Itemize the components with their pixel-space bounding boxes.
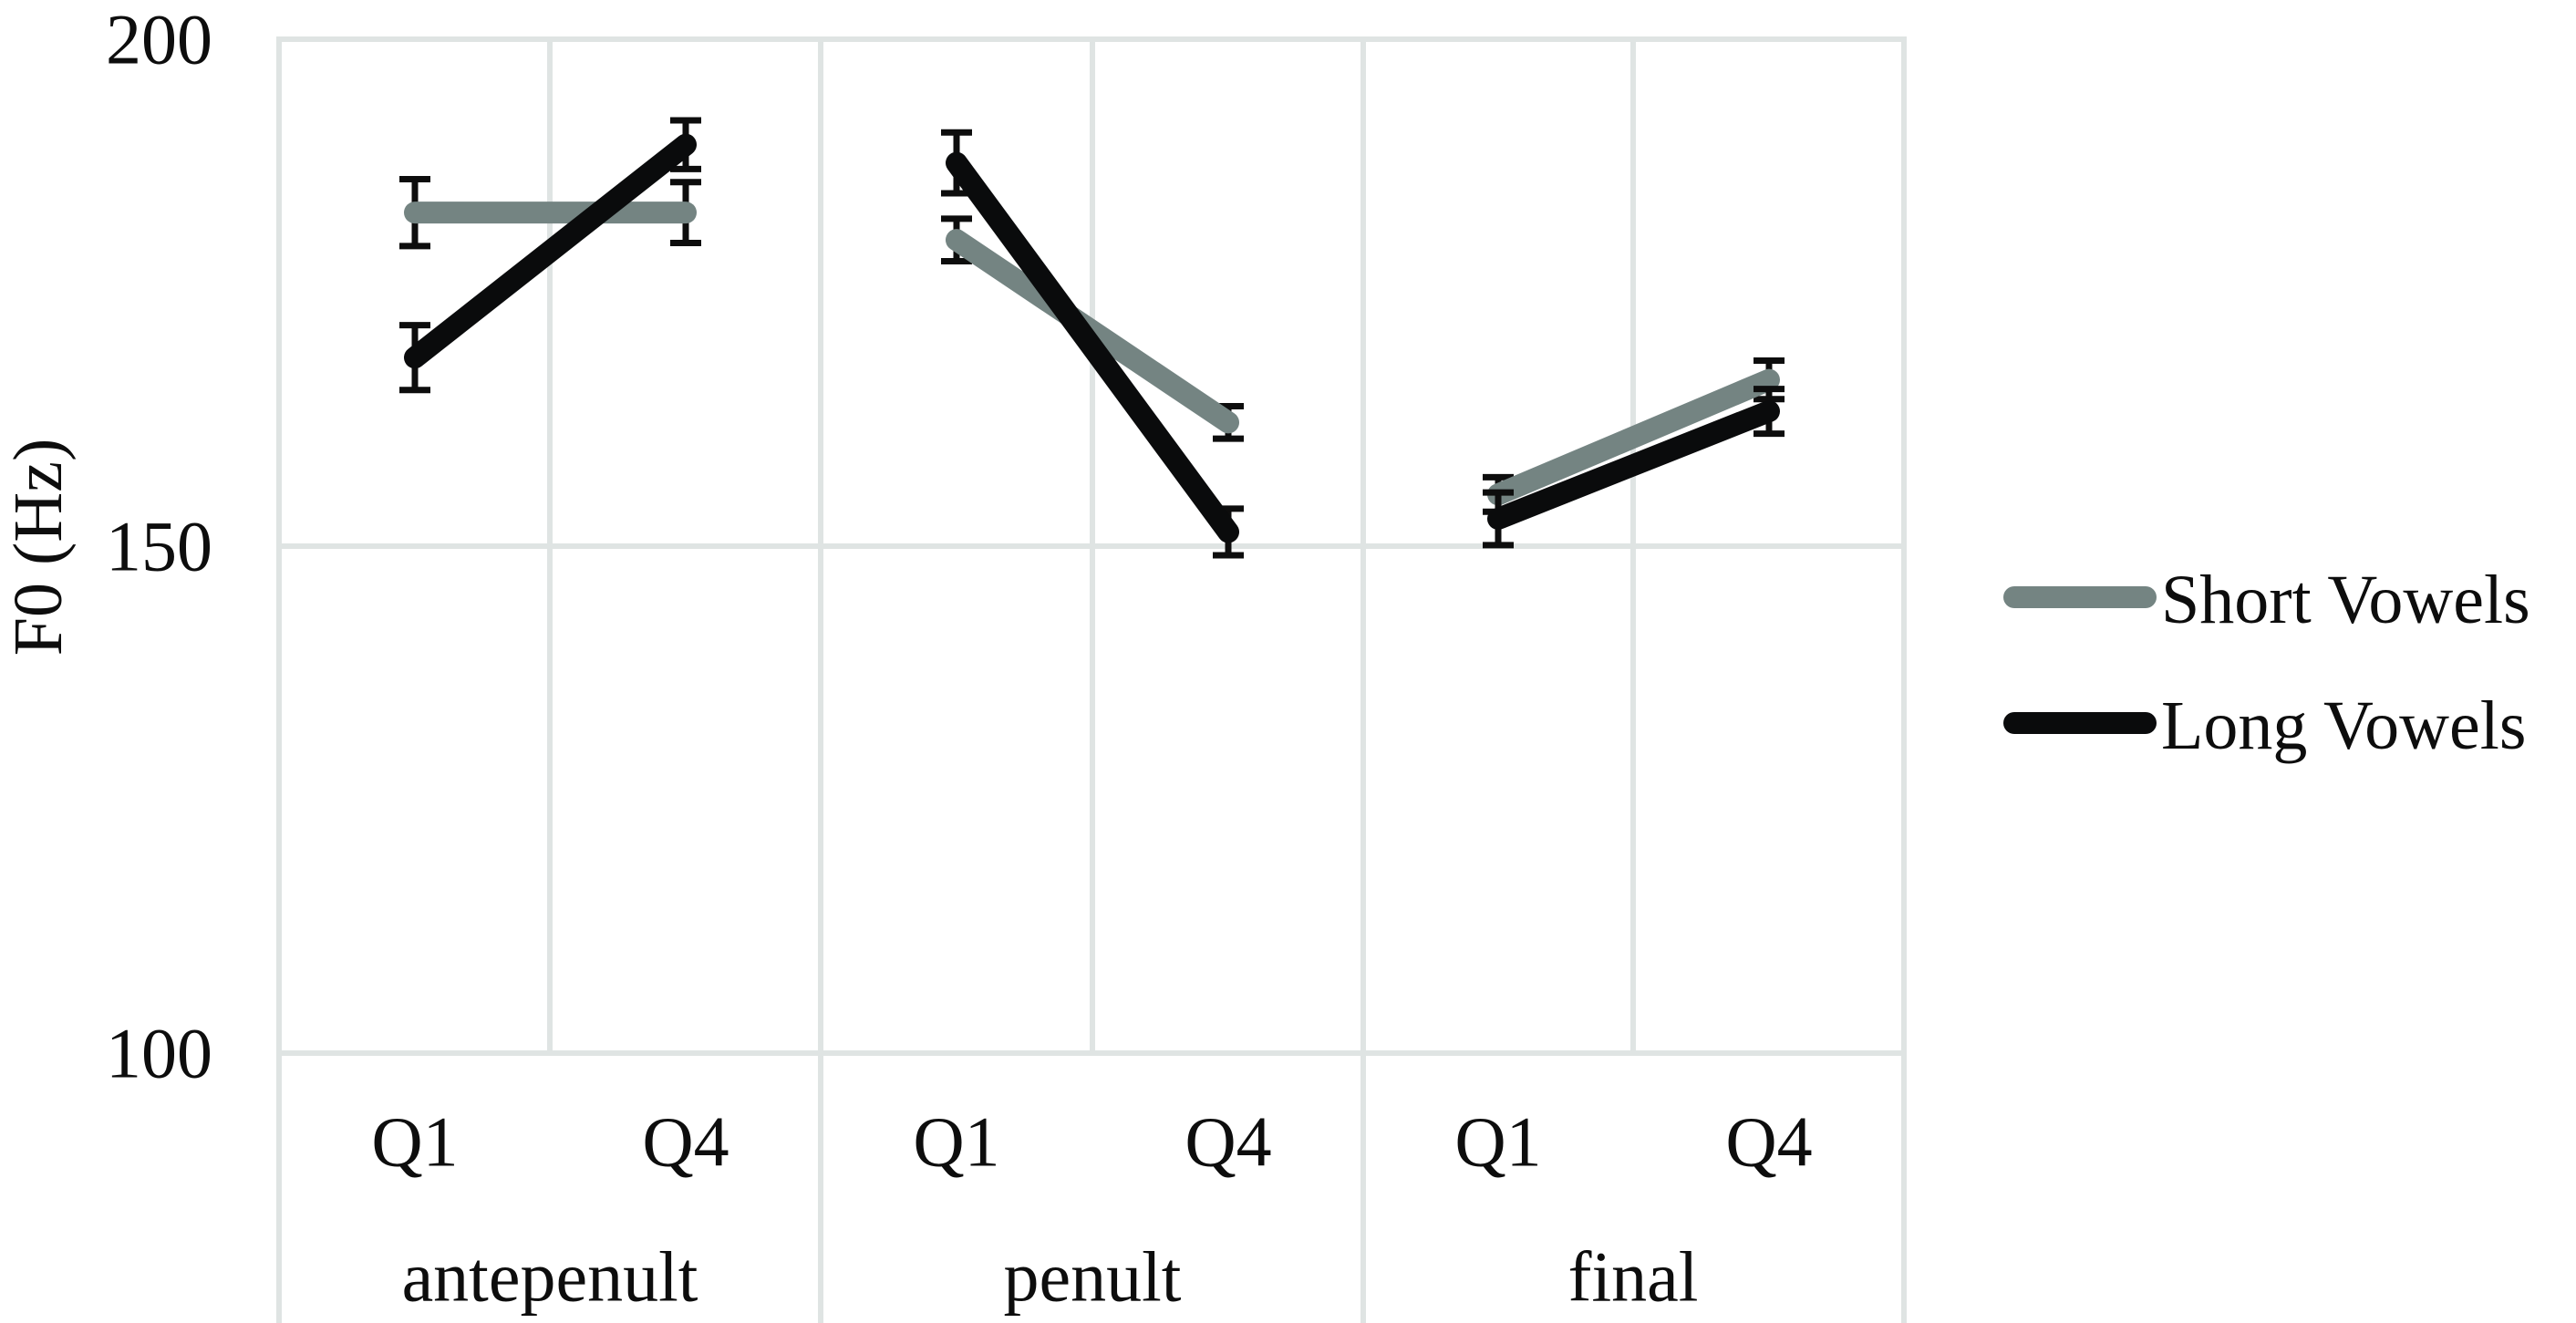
y-tick-150: 150 — [106, 507, 212, 586]
series-layer — [399, 117, 1785, 559]
legend-item-long-vowels[interactable]: Long Vowels — [2003, 687, 2526, 764]
legend-label-short-vowels: Short Vowels — [2161, 562, 2530, 638]
series-segment — [946, 151, 1239, 543]
x-category-label: Q1 — [1454, 1102, 1541, 1182]
y-axis-title: F0 (Hz) — [0, 439, 77, 656]
legend-label-long-vowels: Long Vowels — [2161, 687, 2526, 764]
y-axis-ticks: 200 150 100 — [106, 0, 212, 1093]
y-tick-200: 200 — [106, 0, 212, 79]
series-segment — [404, 133, 697, 369]
legend: Short Vowels Long Vowels — [2003, 562, 2530, 764]
y-tick-100: 100 — [106, 1014, 212, 1093]
x-category-label: Q4 — [642, 1102, 729, 1182]
legend-item-short-vowels[interactable]: Short Vowels — [2003, 562, 2530, 638]
x-group-label-antepenult: antepenult — [402, 1237, 698, 1317]
x-axis-categories: Q1 Q4 Q1 Q4 Q1 Q4 — [371, 1102, 1812, 1182]
series-segment — [1487, 368, 1780, 506]
x-group-label-penult: penult — [1004, 1237, 1182, 1317]
series-segment — [1487, 400, 1780, 530]
x-category-label: Q1 — [913, 1102, 999, 1182]
plot-grid — [276, 36, 1907, 1323]
x-group-label-final: final — [1568, 1237, 1699, 1317]
x-category-label: Q1 — [371, 1102, 458, 1182]
x-category-label: Q4 — [1725, 1102, 1812, 1182]
x-axis-groups: antepenult penult final — [402, 1237, 1699, 1317]
series-long-vowels — [399, 117, 1785, 559]
x-category-label: Q4 — [1185, 1102, 1271, 1182]
